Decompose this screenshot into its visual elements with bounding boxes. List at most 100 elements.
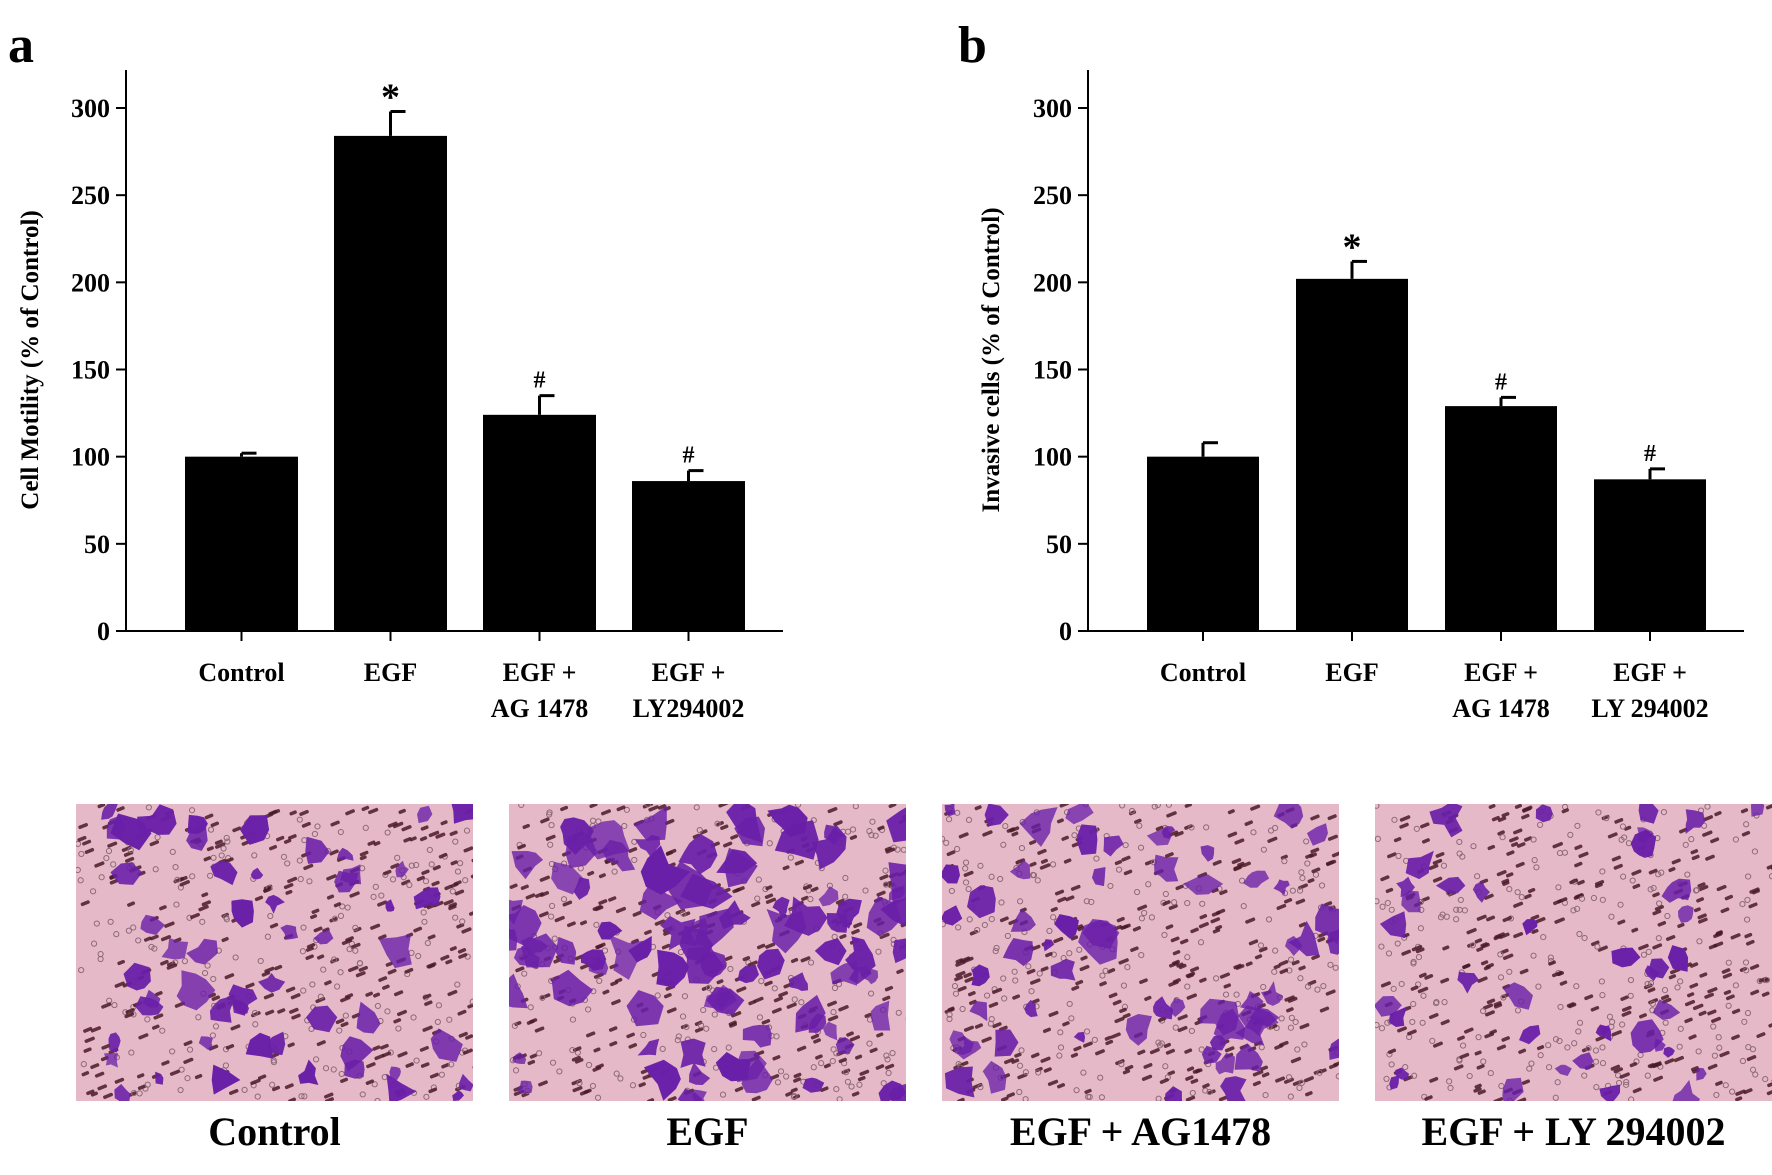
- pore: [160, 959, 169, 966]
- pore: [1119, 1007, 1127, 1014]
- pore: [440, 954, 450, 961]
- pore: [1310, 847, 1320, 854]
- pore: [107, 841, 118, 848]
- pore: [1739, 900, 1746, 908]
- pore: [1417, 925, 1424, 932]
- pore: [963, 972, 972, 979]
- pore: [734, 1086, 744, 1093]
- pore: [725, 1044, 732, 1051]
- pore: [742, 956, 751, 962]
- pore: [1629, 1062, 1638, 1068]
- pore: [1014, 1052, 1022, 1058]
- pore: [700, 1006, 707, 1014]
- pore: [1287, 996, 1298, 1003]
- pore: [1592, 1058, 1600, 1065]
- pore: [223, 916, 230, 923]
- pore: [1163, 1042, 1171, 1048]
- pore: [790, 1087, 798, 1093]
- pore: [1318, 882, 1326, 889]
- pore: [1403, 1075, 1414, 1082]
- pore: [1421, 838, 1430, 844]
- pore: [1286, 1007, 1294, 1013]
- pore: [1040, 1056, 1051, 1063]
- pore: [1040, 858, 1048, 864]
- stained-cell: [101, 804, 118, 820]
- pore: [1702, 830, 1713, 837]
- pore: [1595, 809, 1602, 816]
- pore: [1011, 1058, 1020, 1064]
- pore: [1380, 981, 1391, 988]
- pore: [144, 1081, 151, 1088]
- pore: [748, 999, 757, 1006]
- pore: [446, 1016, 453, 1023]
- pore: [1298, 869, 1305, 876]
- pore: [1233, 864, 1244, 871]
- pore: [1435, 852, 1445, 858]
- stained-cell: [1457, 971, 1479, 994]
- pore: [155, 991, 163, 997]
- pore: [285, 986, 296, 993]
- pore: [1473, 1087, 1482, 1093]
- pore: [84, 1036, 95, 1043]
- pore: [1559, 980, 1568, 986]
- pore: [224, 838, 231, 845]
- stained-cell: [110, 862, 143, 885]
- pore: [1429, 1037, 1436, 1044]
- pore: [1530, 836, 1537, 843]
- stained-cell: [633, 805, 667, 841]
- pore: [184, 1075, 191, 1082]
- pore: [1744, 932, 1753, 939]
- pore: [538, 911, 549, 918]
- pore: [1000, 1096, 1009, 1101]
- pore: [659, 1045, 666, 1053]
- bar: [334, 135, 447, 632]
- pore: [401, 879, 411, 886]
- pore: [316, 1040, 326, 1047]
- pore: [833, 1086, 840, 1093]
- pore: [290, 993, 301, 1000]
- pore: [1006, 827, 1016, 833]
- pore: [201, 900, 212, 907]
- pore: [160, 935, 172, 942]
- pore: [719, 1091, 727, 1098]
- pore: [1627, 976, 1635, 984]
- pore: [1433, 998, 1440, 1006]
- pore: [1288, 1014, 1295, 1021]
- pore: [125, 1008, 135, 1014]
- pore: [1470, 843, 1477, 850]
- pore: [1073, 1087, 1080, 1094]
- pore: [1262, 1091, 1269, 1099]
- stained-cell: [580, 949, 607, 971]
- pore: [753, 996, 764, 1003]
- pore: [855, 1054, 863, 1060]
- pore: [1327, 814, 1337, 821]
- pore: [997, 875, 1004, 883]
- stained-cell: [265, 894, 285, 914]
- pore: [1487, 1069, 1494, 1077]
- pore: [1692, 887, 1700, 894]
- pore: [905, 849, 906, 855]
- micrograph-label: EGF: [666, 1109, 748, 1154]
- pore: [875, 1064, 885, 1070]
- pore: [378, 976, 388, 982]
- pore: [1245, 961, 1253, 967]
- pore: [254, 1093, 261, 1100]
- pore: [1155, 1039, 1162, 1046]
- pore: [1030, 944, 1041, 951]
- pore: [681, 993, 689, 1000]
- pore: [1424, 1095, 1433, 1101]
- pore: [1689, 982, 1699, 989]
- pore: [598, 899, 608, 905]
- pore: [736, 986, 747, 993]
- pore: [810, 817, 817, 824]
- pore: [839, 934, 847, 940]
- pore: [1325, 860, 1335, 866]
- pore: [1272, 947, 1279, 954]
- pore: [454, 981, 461, 988]
- pore: [1319, 1068, 1327, 1074]
- pore: [1105, 1039, 1114, 1046]
- pore: [1339, 995, 1349, 1002]
- pore: [349, 891, 360, 898]
- pore: [1739, 1057, 1747, 1065]
- pore: [885, 1063, 895, 1070]
